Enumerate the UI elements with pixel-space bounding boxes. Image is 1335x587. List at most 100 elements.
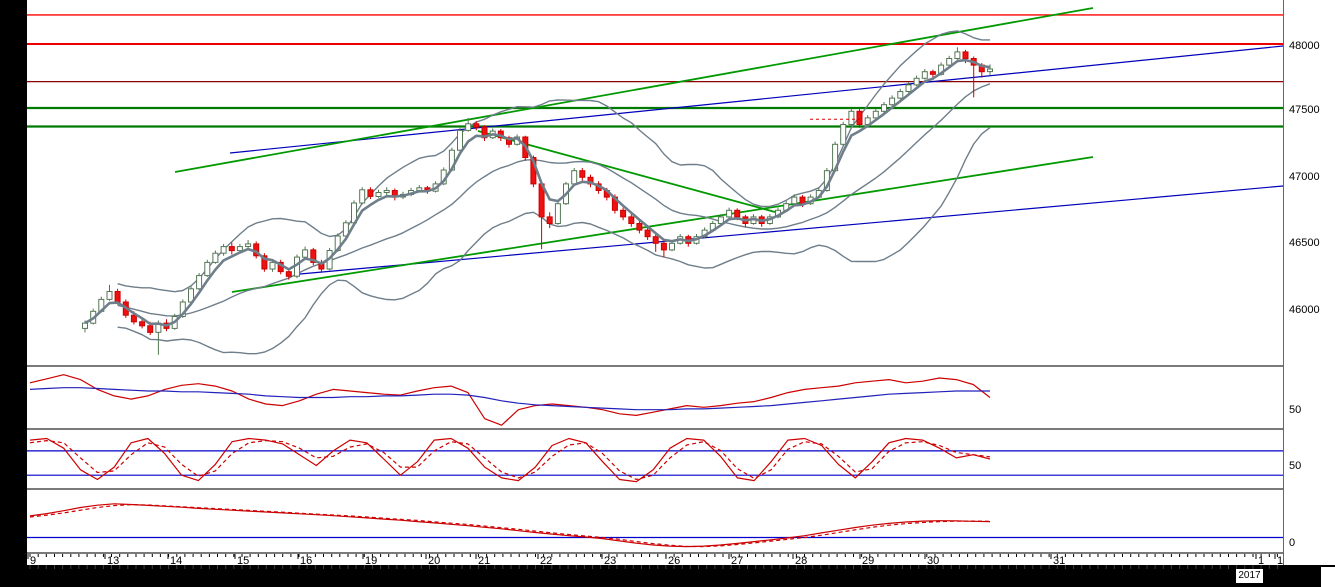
candle-body [628, 216, 635, 224]
candle-body [302, 249, 309, 258]
indicator-series-D [29, 440, 991, 481]
panel-divider [27, 428, 1335, 430]
candle-body [546, 216, 553, 224]
trendline-lower-channel [299, 185, 1283, 275]
trendline-upper-channel [229, 45, 1283, 154]
date-label: 13 [107, 555, 119, 565]
price-tick-label: 50 [1289, 404, 1302, 416]
time-axis[interactable]: 9 13 14 15 16 19 20 21 22 23 26 27 28 29 30 31 1 1 [27, 554, 1335, 565]
candle-body [669, 242, 675, 251]
price-tick-label: 48000 [1289, 40, 1320, 52]
candle-body [840, 124, 847, 145]
date-label: 27 [731, 555, 743, 565]
date-label: 9 [30, 555, 36, 565]
stochastic-canvas[interactable] [27, 430, 1283, 488]
candle-body [734, 209, 741, 218]
date-label: 1 [1258, 555, 1264, 565]
candle-body [660, 242, 667, 251]
candle-body [897, 91, 904, 99]
candle-body [269, 261, 276, 270]
candle-body [872, 110, 879, 119]
date-label: 15 [237, 555, 249, 565]
bottom-tick-row [29, 565, 1278, 569]
fast-ma-line [84, 58, 991, 327]
panel-divider [27, 365, 1335, 367]
date-label: 14 [170, 555, 182, 565]
corner-box [1321, 567, 1335, 587]
candle-body [889, 97, 896, 106]
indicator-series-momentum [29, 503, 991, 548]
indicator-panel-1[interactable] [27, 367, 1283, 428]
candle-body [310, 249, 317, 263]
price-tick-label: 47000 [1289, 171, 1320, 183]
candle-body [261, 255, 268, 270]
price-tick-label: 46000 [1289, 304, 1320, 316]
oscillator-1-canvas[interactable] [27, 367, 1283, 428]
candle-body [114, 291, 121, 303]
candle-body [285, 271, 292, 277]
candle-body [791, 196, 798, 205]
indicator-series-K [29, 437, 991, 483]
candle-body [457, 129, 463, 151]
candle-body [921, 71, 928, 79]
date-label: 21 [478, 555, 490, 565]
date-label: 29 [862, 555, 874, 565]
band-line [117, 30, 990, 293]
date-label: 23 [604, 555, 616, 565]
candle-body [881, 104, 887, 112]
candle-body [913, 77, 920, 86]
price-chart-panel[interactable] [27, 0, 1283, 365]
candle-body [359, 189, 366, 204]
candle-body [383, 190, 390, 193]
candle-body [212, 252, 219, 263]
candle-body [620, 209, 627, 218]
candle-body [196, 275, 203, 290]
candle-body [726, 209, 733, 218]
candle-body [82, 322, 88, 329]
candle-body [106, 291, 113, 300]
trendline-steep-uptrend [174, 7, 1094, 173]
candle-body [905, 84, 912, 93]
indicator-panel-3[interactable] [27, 490, 1283, 552]
candle-body [139, 321, 146, 327]
panel-divider [27, 552, 1335, 554]
candle-body [228, 246, 235, 252]
date-label: 22 [540, 555, 552, 565]
candle-body [465, 123, 472, 131]
left-margin [0, 0, 27, 587]
candle-body [987, 68, 993, 73]
candle-body [236, 246, 243, 252]
year-label: 2017 [1236, 569, 1263, 583]
candle-body [652, 236, 659, 244]
band-line [117, 83, 991, 317]
price-tick-label: 47500 [1289, 104, 1320, 116]
candle-body [220, 246, 227, 254]
momentum-canvas[interactable] [27, 490, 1283, 552]
date-label: 28 [795, 555, 807, 565]
candle-body [962, 51, 969, 60]
indicator-panel-2[interactable] [27, 430, 1283, 488]
candle-body [130, 314, 137, 323]
candle-body [375, 192, 382, 197]
price-tick-label: 46500 [1289, 237, 1320, 249]
price-tick-label: 0 [1289, 537, 1296, 549]
candle-body [579, 170, 586, 178]
indicator-series-signal [29, 387, 990, 411]
candle-body [147, 325, 154, 333]
candle-body [571, 170, 578, 185]
date-label: 1 [1277, 555, 1283, 565]
candle-body [946, 58, 953, 66]
date-label: 30 [927, 555, 939, 565]
date-label: 26 [668, 555, 680, 565]
date-label: 31 [1053, 555, 1065, 565]
candle-body [473, 123, 480, 128]
candlestick-canvas[interactable] [27, 0, 1283, 365]
candle-body [954, 51, 961, 60]
band-line [117, 127, 991, 355]
price-tick-label: 50 [1289, 460, 1302, 472]
panel-divider [27, 488, 1335, 490]
trendline-wedge-support [231, 156, 1094, 293]
price-axis[interactable]: 48000 47500 47000 46500 46000 50 50 0 [1283, 0, 1335, 565]
candle-body [554, 203, 561, 224]
time-axis-ticks: 9 13 14 15 16 19 20 21 22 23 26 27 28 29 30 31 1 1 [27, 554, 1283, 565]
